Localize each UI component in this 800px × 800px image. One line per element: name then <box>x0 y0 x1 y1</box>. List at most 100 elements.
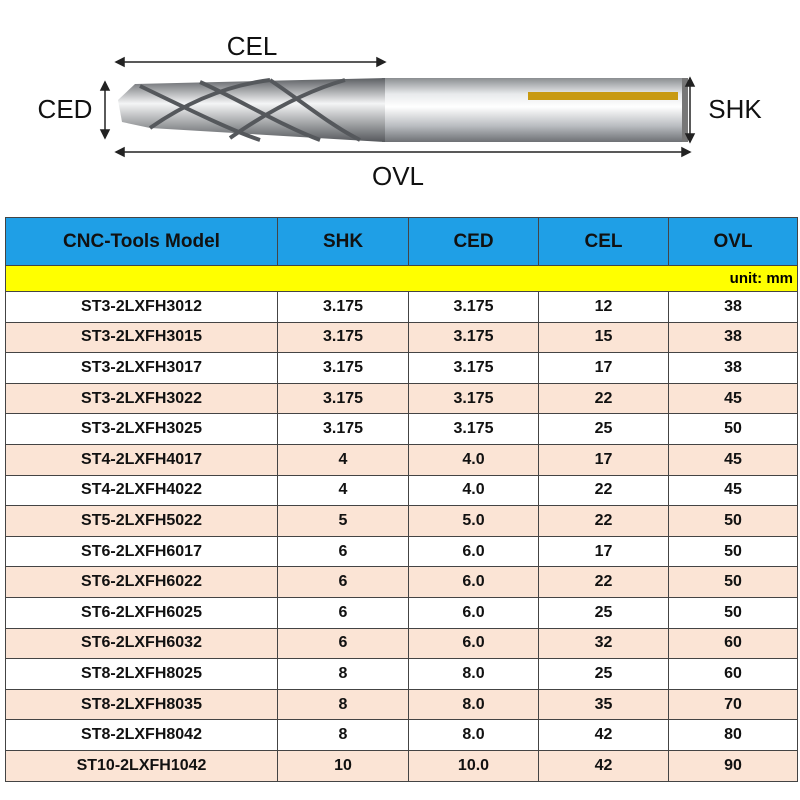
value-cell: 50 <box>668 413 798 445</box>
value-cell: 6.0 <box>408 596 539 629</box>
cel-label: CEL <box>227 31 278 61</box>
value-cell: 8 <box>277 719 409 751</box>
value-cell: 60 <box>668 658 798 690</box>
unit-row: unit: mm <box>5 265 798 292</box>
value-cell: 25 <box>538 658 669 690</box>
value-cell: 3.175 <box>408 321 539 354</box>
header-cell: OVL <box>668 217 798 266</box>
model-cell: ST6-2LXFH6025 <box>5 596 278 629</box>
table-row: ST6-2LXFH6017 6 6.0 17 50 <box>5 535 798 568</box>
value-cell: 22 <box>538 382 669 415</box>
value-cell: 60 <box>668 627 798 660</box>
value-cell: 38 <box>668 291 798 323</box>
header-row: CNC-Tools Model SHK CED CEL OVL <box>5 217 798 266</box>
value-cell: 8 <box>277 658 409 690</box>
table-row: ST4-2LXFH4022 4 4.0 22 45 <box>5 474 798 507</box>
value-cell: 6 <box>277 566 409 598</box>
value-cell: 3.175 <box>277 321 409 354</box>
value-cell: 17 <box>538 352 669 384</box>
value-cell: 3.175 <box>277 352 409 384</box>
value-cell: 42 <box>538 749 669 782</box>
table-row: ST6-2LXFH6025 6 6.0 25 50 <box>5 596 798 629</box>
value-cell: 15 <box>538 321 669 354</box>
model-cell: ST4-2LXFH4022 <box>5 474 278 507</box>
value-cell: 50 <box>668 535 798 568</box>
value-cell: 50 <box>668 596 798 629</box>
table-row: ST6-2LXFH6022 6 6.0 22 50 <box>5 566 798 598</box>
value-cell: 8 <box>277 688 409 721</box>
model-cell: ST6-2LXFH6032 <box>5 627 278 660</box>
model-cell: ST3-2LXFH3022 <box>5 382 278 415</box>
dimension-lines <box>99 56 696 158</box>
table-row: ST3-2LXFH3025 3.175 3.175 25 50 <box>5 413 798 445</box>
model-cell: ST3-2LXFH3012 <box>5 291 278 323</box>
value-cell: 4 <box>277 443 409 476</box>
model-cell: ST3-2LXFH3017 <box>5 352 278 384</box>
table-row: ST10-2LXFH1042 10 10.0 42 90 <box>5 749 798 782</box>
drill-bit <box>118 78 688 142</box>
value-cell: 38 <box>668 352 798 384</box>
value-cell: 45 <box>668 443 798 476</box>
value-cell: 6.0 <box>408 627 539 660</box>
table-row: ST3-2LXFH3012 3.175 3.175 12 38 <box>5 291 798 323</box>
value-cell: 3.175 <box>408 382 539 415</box>
header-cell: CED <box>408 217 539 266</box>
table-row: ST6-2LXFH6032 6 6.0 32 60 <box>5 627 798 660</box>
value-cell: 17 <box>538 535 669 568</box>
value-cell: 25 <box>538 596 669 629</box>
value-cell: 6 <box>277 535 409 568</box>
value-cell: 17 <box>538 443 669 476</box>
table-row: ST8-2LXFH8035 8 8.0 35 70 <box>5 688 798 721</box>
value-cell: 10.0 <box>408 749 539 782</box>
value-cell: 3.175 <box>408 413 539 445</box>
model-cell: ST10-2LXFH1042 <box>5 749 278 782</box>
value-cell: 3.175 <box>277 413 409 445</box>
model-cell: ST8-2LXFH8042 <box>5 719 278 751</box>
value-cell: 6 <box>277 627 409 660</box>
value-cell: 38 <box>668 321 798 354</box>
value-cell: 25 <box>538 413 669 445</box>
value-cell: 4.0 <box>408 474 539 507</box>
ovl-label: OVL <box>372 161 424 191</box>
ced-label: CED <box>38 94 93 124</box>
model-cell: ST3-2LXFH3025 <box>5 413 278 445</box>
value-cell: 8.0 <box>408 688 539 721</box>
value-cell: 5 <box>277 505 409 537</box>
unit-label: unit: mm <box>5 265 798 292</box>
spec-table: CNC-Tools Model SHK CED CEL OVL unit: mm ST3… <box>5 217 798 782</box>
value-cell: 42 <box>538 719 669 751</box>
model-cell: ST6-2LXFH6022 <box>5 566 278 598</box>
value-cell: 22 <box>538 566 669 598</box>
header-cell: SHK <box>277 217 409 266</box>
model-cell: ST8-2LXFH8025 <box>5 658 278 690</box>
value-cell: 8.0 <box>408 719 539 751</box>
value-cell: 80 <box>668 719 798 751</box>
shk-label: SHK <box>708 94 762 124</box>
value-cell: 3.175 <box>277 291 409 323</box>
value-cell: 3.175 <box>408 291 539 323</box>
header-cell: CNC-Tools Model <box>5 217 278 266</box>
header-cell: CEL <box>538 217 669 266</box>
value-cell: 3.175 <box>277 382 409 415</box>
value-cell: 90 <box>668 749 798 782</box>
value-cell: 6 <box>277 596 409 629</box>
table-row: ST4-2LXFH4017 4 4.0 17 45 <box>5 443 798 476</box>
value-cell: 50 <box>668 566 798 598</box>
value-cell: 32 <box>538 627 669 660</box>
model-cell: ST3-2LXFH3015 <box>5 321 278 354</box>
value-cell: 10 <box>277 749 409 782</box>
value-cell: 5.0 <box>408 505 539 537</box>
table-row: ST8-2LXFH8042 8 8.0 42 80 <box>5 719 798 751</box>
table-row: ST3-2LXFH3022 3.175 3.175 22 45 <box>5 382 798 415</box>
drill-diagram: CEL CED SHK OVL <box>38 31 763 191</box>
value-cell: 6.0 <box>408 535 539 568</box>
value-cell: 4.0 <box>408 443 539 476</box>
model-cell: ST4-2LXFH4017 <box>5 443 278 476</box>
model-cell: ST8-2LXFH8035 <box>5 688 278 721</box>
table-row: ST3-2LXFH3015 3.175 3.175 15 38 <box>5 321 798 354</box>
value-cell: 12 <box>538 291 669 323</box>
model-cell: ST5-2LXFH5022 <box>5 505 278 537</box>
value-cell: 3.175 <box>408 352 539 384</box>
value-cell: 22 <box>538 505 669 537</box>
